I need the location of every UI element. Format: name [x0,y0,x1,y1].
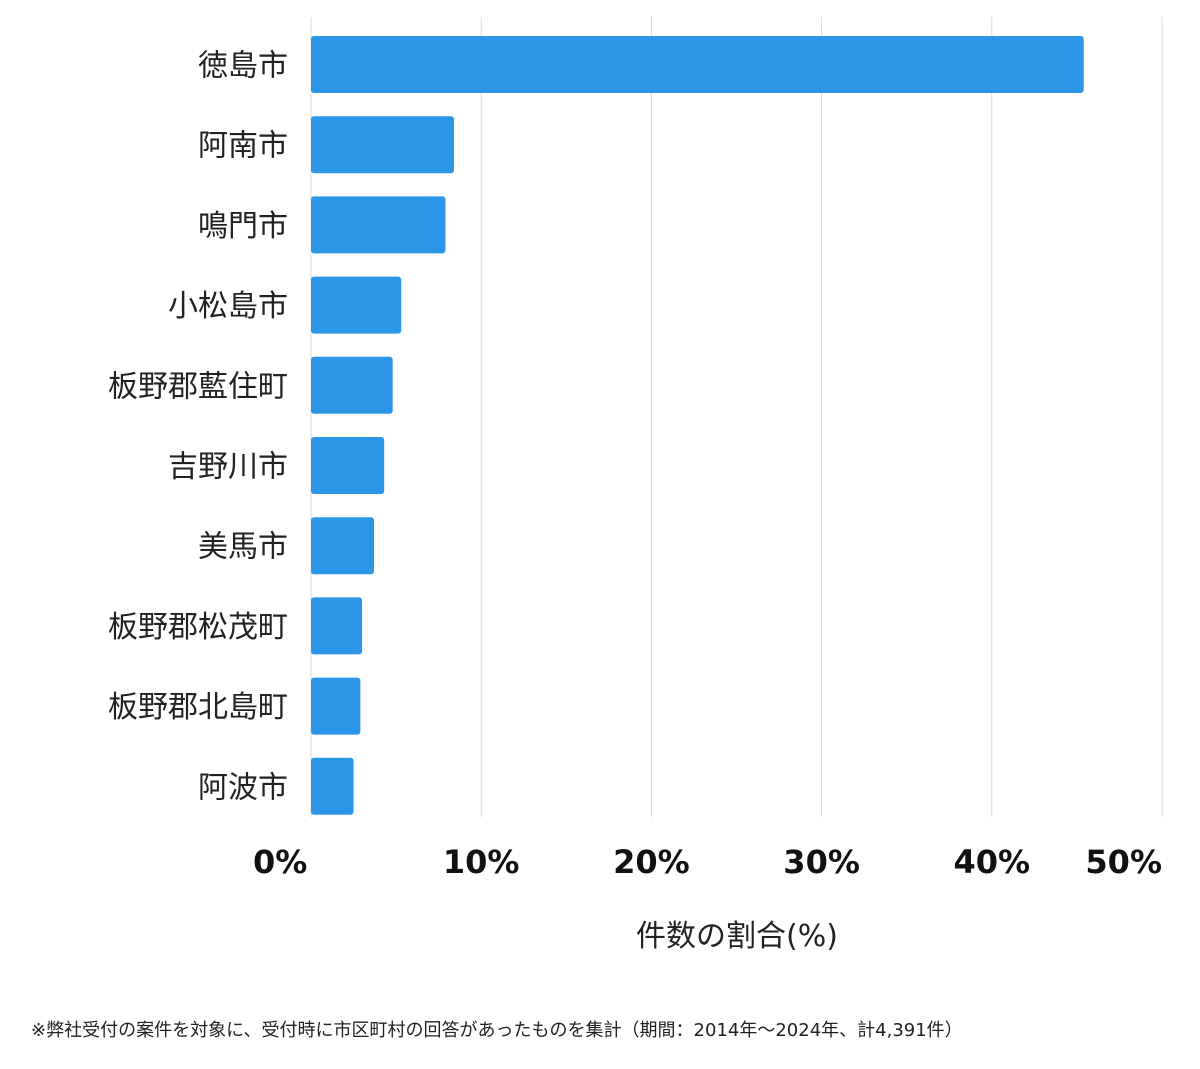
x-tick-label: 20% [613,843,690,881]
category-label: 吉野川市 [168,450,288,485]
bar [311,437,385,494]
bar [311,757,354,815]
bar [311,356,393,414]
bar [311,517,374,575]
category-label: 板野郡松茂町 [108,610,288,645]
category-label: 鳴門市 [198,209,288,244]
category-label: 美馬市 [198,530,288,565]
category-label: 阿南市 [198,129,288,164]
category-label: 板野郡北島町 [108,690,288,725]
x-axis-title: 件数の割合(%) [636,919,838,954]
x-tick-labels: 0% 10% 20% 30% 40% 50% [253,843,1162,881]
x-tick-label: 10% [443,843,520,881]
x-tick-label: 40% [954,843,1031,881]
x-tick-label: 0% [253,843,307,881]
category-label: 板野郡藍住町 [108,369,288,404]
footnote: ※弊社受付の案件を対象に、受付時に市区町村の回答があったものを集計（期間：201… [31,1020,963,1041]
bar [311,276,402,334]
x-tick-label: 30% [783,843,860,881]
bar [311,196,446,254]
category-label: 小松島市 [168,289,288,324]
category-label: 徳島市 [198,49,288,84]
bar [311,677,361,735]
bars [311,36,1084,815]
category-labels: 徳島市阿南市鳴門市小松島市板野郡藍住町吉野川市美馬市板野郡松茂町板野郡北島町阿波… [108,49,288,806]
x-tick-label: 50% [1085,843,1162,881]
bar [311,36,1084,93]
category-label: 阿波市 [198,770,288,805]
bar-chart: 徳島市阿南市鳴門市小松島市板野郡藍住町吉野川市美馬市板野郡松茂町板野郡北島町阿波… [108,17,1163,954]
bar [311,116,454,174]
bar [311,597,363,655]
